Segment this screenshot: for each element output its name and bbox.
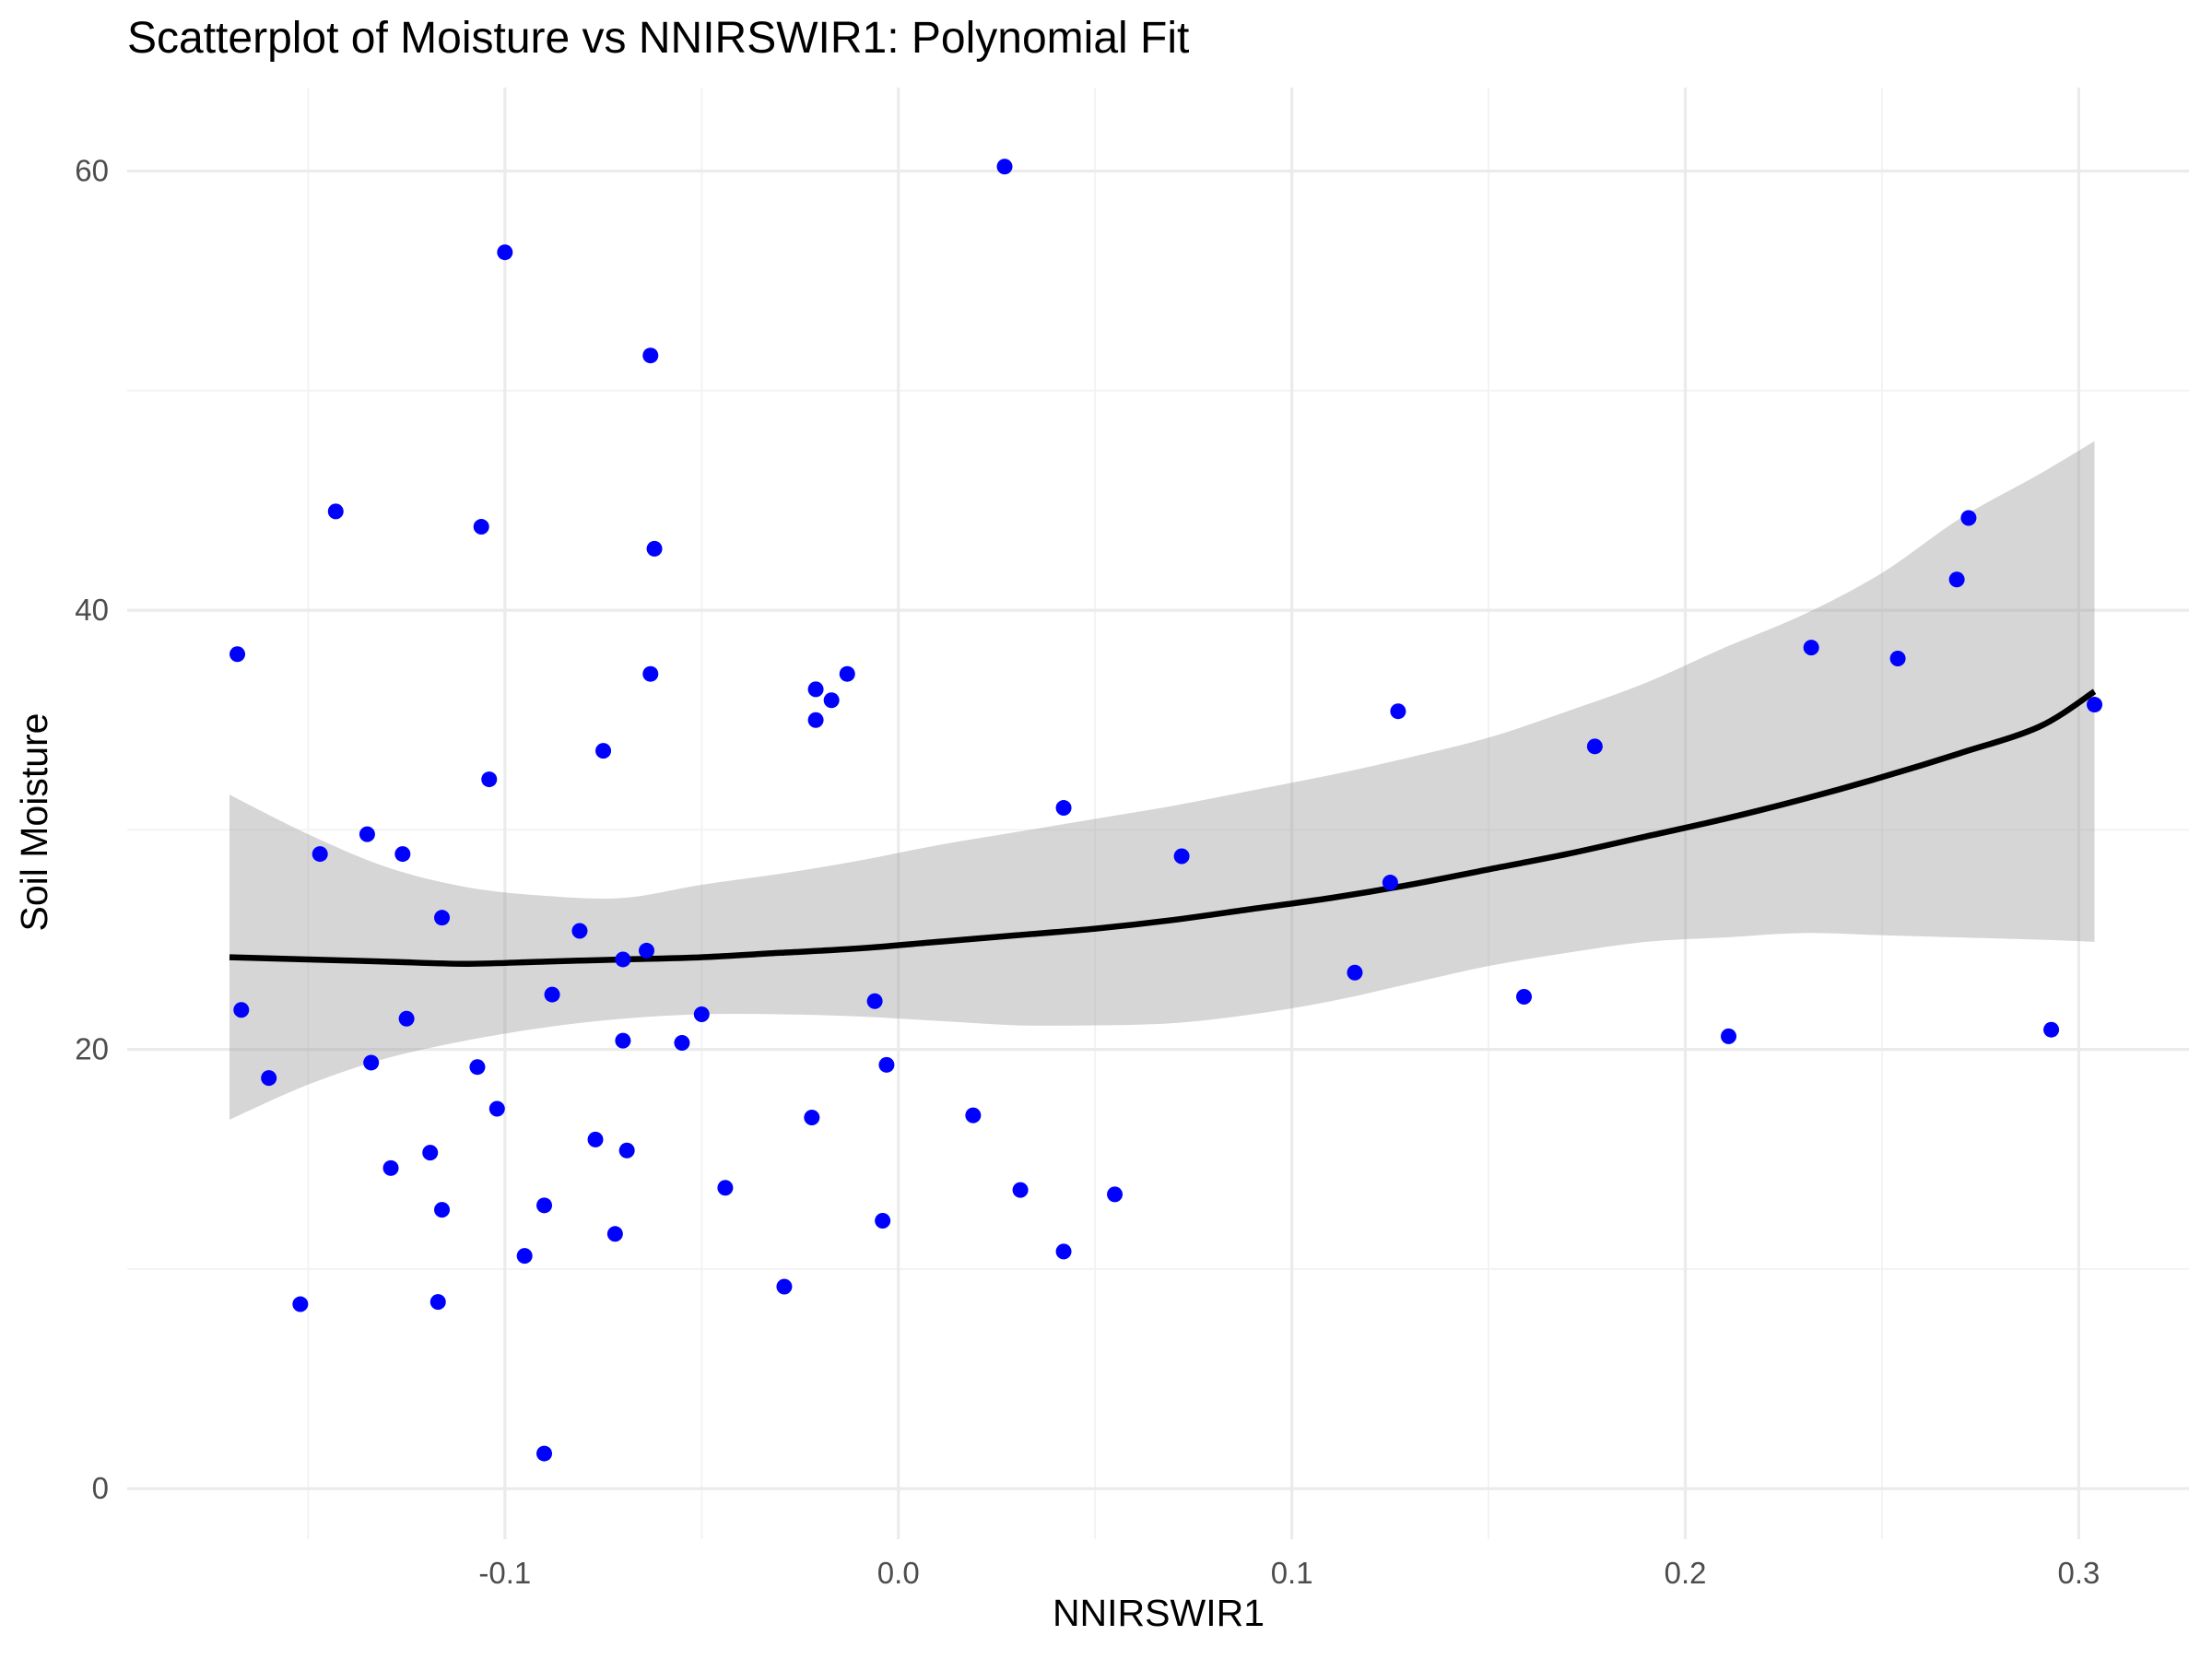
scatter-point	[807, 681, 824, 698]
scatter-point	[965, 1107, 982, 1124]
y-tick-label: 0	[92, 1471, 109, 1505]
scatter-point	[516, 1248, 533, 1265]
scatter-point	[1173, 848, 1190, 865]
scatter-point	[839, 665, 855, 682]
scatter-point	[434, 1202, 451, 1218]
scatter-point	[363, 1054, 380, 1071]
scatter-point	[674, 1034, 690, 1051]
scatter-point	[1347, 964, 1363, 981]
scatter-point	[1382, 875, 1398, 891]
scatter-point	[642, 347, 659, 364]
chart-title: Scatterplot of Moisture vs NNIRSWIR1: Po…	[127, 14, 1189, 63]
scatter-point	[1803, 640, 1819, 656]
scatter-point	[1390, 703, 1406, 720]
scatter-point	[1889, 651, 1906, 667]
scatter-point	[233, 1002, 250, 1018]
scatter-point	[488, 1100, 505, 1117]
scatter-point	[1055, 800, 1072, 817]
y-tick-label: 40	[75, 593, 109, 627]
scatter-point	[1516, 988, 1533, 1005]
scatter-point	[312, 846, 328, 863]
scatter-point	[807, 712, 824, 728]
scatter-point	[261, 1070, 277, 1087]
scatter-point	[536, 1197, 553, 1214]
scatter-point	[615, 1032, 631, 1049]
scatter-point	[587, 1131, 604, 1147]
y-tick-label: 60	[75, 154, 109, 188]
scatter-point	[394, 846, 411, 863]
scatter-point	[536, 1445, 553, 1462]
scatter-point	[878, 1056, 895, 1073]
x-tick-label: 0.1	[1271, 1556, 1313, 1590]
scatter-point	[434, 910, 451, 926]
confidence-band-area	[229, 441, 2095, 1120]
scatter-point	[1948, 571, 1965, 588]
scatter-point	[1721, 1028, 1737, 1044]
scatter-point	[1055, 1243, 1072, 1260]
scatter-point	[2087, 697, 2103, 713]
scatter-point	[469, 1059, 486, 1076]
scatter-point	[618, 1142, 635, 1159]
scatter-point	[1960, 510, 1977, 526]
scatter-point	[693, 1006, 710, 1023]
minor-gridlines	[127, 88, 2189, 1539]
fit-line-layer	[229, 688, 2097, 967]
scatter-point	[606, 1226, 623, 1242]
x-axis-ticks: -0.1 0.0 0.1 0.2 0.3	[478, 1556, 2100, 1590]
scatter-point	[875, 1213, 891, 1230]
scatter-point	[359, 826, 375, 842]
scatter-point	[398, 1010, 415, 1027]
y-tick-label: 20	[75, 1032, 109, 1066]
scatter-points	[229, 159, 2103, 1462]
scatter-point	[429, 1294, 446, 1311]
x-tick-label: 0.3	[2058, 1556, 2100, 1590]
scatter-point	[422, 1145, 439, 1161]
scatter-point	[866, 993, 883, 1009]
scatter-point	[776, 1278, 793, 1295]
scatter-point	[717, 1180, 734, 1196]
scatter-point	[804, 1110, 820, 1126]
x-tick-label: 0.0	[877, 1556, 920, 1590]
x-tick-label: 0.2	[1665, 1556, 1707, 1590]
scatter-point	[1012, 1182, 1029, 1198]
major-gridlines	[127, 88, 2189, 1539]
scatter-point	[1586, 738, 1603, 755]
scatter-point	[327, 503, 344, 520]
scatter-point	[2043, 1021, 2060, 1038]
scatter-point	[646, 540, 663, 557]
scatter-point	[292, 1296, 309, 1312]
polynomial-fit-line	[229, 688, 2097, 967]
scatter-point	[481, 771, 498, 788]
scatter-point	[615, 951, 631, 968]
scatter-point	[544, 986, 560, 1003]
scatter-point	[642, 665, 659, 682]
scatter-point	[229, 646, 246, 663]
scatter-point	[639, 942, 655, 959]
scatter-point	[571, 923, 588, 939]
x-axis-title: NNIRSWIR1	[1053, 1592, 1265, 1634]
y-axis-title: Soil Moisture	[13, 713, 55, 932]
y-axis-ticks: 0 20 40 60	[75, 154, 109, 1506]
scatter-point	[823, 692, 840, 709]
scatter-point	[382, 1159, 399, 1176]
scatter-point	[996, 159, 1013, 175]
scatter-point	[473, 519, 489, 535]
x-tick-label: -0.1	[478, 1556, 531, 1590]
scatter-point	[1107, 1186, 1124, 1203]
confidence-band	[229, 441, 2095, 1120]
scatter-point	[595, 743, 612, 759]
scatter-point	[497, 244, 513, 261]
